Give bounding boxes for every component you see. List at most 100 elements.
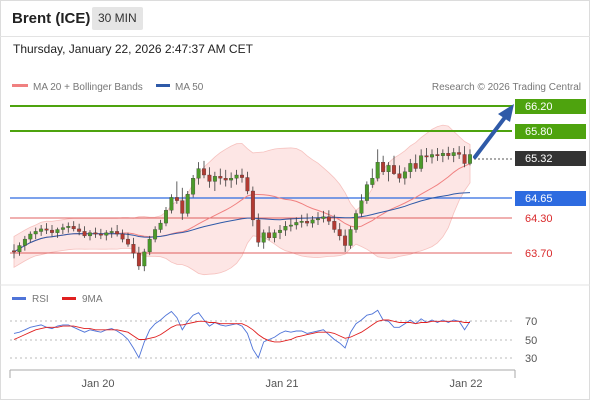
- rsi-axis: 70 50 30: [525, 316, 537, 365]
- candle: [115, 225, 120, 237]
- candle: [39, 225, 44, 236]
- candle-body: [402, 171, 407, 179]
- ma20-legend-swatch: [12, 84, 28, 87]
- candle-body: [158, 222, 163, 230]
- candle-body: [310, 219, 315, 224]
- candle-body: [212, 176, 217, 182]
- candle-body: [207, 174, 212, 182]
- candle: [294, 217, 299, 230]
- candle: [299, 214, 304, 228]
- candle: [272, 229, 277, 243]
- candle: [392, 155, 396, 175]
- ma50-legend-label: MA 50: [175, 82, 204, 93]
- candle-body: [451, 152, 456, 156]
- candle: [316, 212, 320, 226]
- candle-body: [202, 168, 206, 176]
- rsi-ma-legend-swatch: [62, 297, 76, 300]
- candle: [12, 244, 16, 259]
- candle-body: [316, 218, 320, 221]
- rsi-ma-legend-label: 9MA: [82, 294, 103, 305]
- candle-body: [343, 235, 348, 246]
- candle-body: [191, 178, 196, 195]
- candle: [153, 226, 158, 243]
- candle: [261, 229, 266, 249]
- level-lines: [10, 105, 512, 254]
- trend-arrow-shaft: [473, 114, 508, 159]
- candle: [283, 221, 288, 236]
- resistance2-tag: [515, 99, 586, 114]
- candle: [77, 223, 82, 236]
- candle: [234, 169, 239, 185]
- x-tick-jan20: Jan 20: [81, 378, 114, 390]
- rsi-legend: RSI 9MA: [12, 294, 103, 305]
- candle: [158, 219, 163, 233]
- candle: [142, 248, 147, 272]
- header-bar: Brent (ICE) 30 MIN: [0, 0, 590, 37]
- candle-body: [240, 174, 244, 178]
- x-axis: Jan 20 Jan 21 Jan 22: [9, 369, 516, 390]
- candle-body: [435, 154, 440, 156]
- candle: [250, 186, 255, 227]
- candle-body: [223, 178, 228, 181]
- candle: [93, 227, 98, 238]
- candle: [288, 218, 293, 232]
- candle-body: [88, 232, 92, 237]
- resistance1-label: 65.80: [525, 126, 553, 138]
- candle-body: [66, 226, 71, 228]
- candle: [305, 213, 310, 227]
- rsi-lines: [13, 309, 471, 359]
- candle: [364, 181, 369, 204]
- candle: [207, 167, 212, 188]
- candle-body: [267, 232, 272, 238]
- candle-body: [364, 184, 369, 201]
- candle-body: [22, 238, 27, 246]
- candle-body: [288, 224, 293, 227]
- candle: [126, 232, 130, 247]
- rsi-gridlines: [10, 320, 512, 359]
- candle-body: [397, 173, 402, 179]
- x-tick-jan22: Jan 22: [449, 378, 482, 390]
- candle-body: [131, 244, 136, 254]
- timeframe-badge[interactable]: 30 MIN: [92, 7, 143, 30]
- candle-body: [348, 229, 353, 246]
- credit-text: Research © 2026 Trading Central: [432, 82, 581, 93]
- pivot-tag: [515, 191, 586, 206]
- pivot-label: 64.65: [525, 193, 553, 205]
- candle: [348, 226, 353, 249]
- rsi-tick-70: 70: [525, 316, 537, 328]
- candle-body: [39, 228, 44, 232]
- candle-body: [332, 221, 337, 230]
- rsi-legend-label: RSI: [32, 294, 49, 305]
- candle: [375, 149, 380, 182]
- candle: [468, 149, 472, 166]
- candle-body: [174, 197, 179, 201]
- candle-body: [419, 155, 424, 169]
- candle: [430, 149, 434, 164]
- candle: [267, 226, 272, 241]
- ma50-legend-swatch: [156, 84, 170, 87]
- trend-arrow: [473, 104, 514, 159]
- candle-body: [245, 177, 250, 192]
- trend-arrow-head: [498, 104, 514, 122]
- candle-body: [33, 231, 38, 235]
- ma20-legend-label: MA 20 + Bollinger Bands: [33, 82, 143, 93]
- candle-body: [392, 165, 396, 174]
- candle-body: [283, 226, 288, 231]
- candle: [147, 235, 152, 256]
- support2-label: 63.70: [525, 248, 553, 260]
- candle: [310, 216, 315, 228]
- candle: [185, 191, 190, 217]
- candle: [71, 221, 76, 232]
- candle: [451, 148, 456, 163]
- candle: [136, 246, 141, 270]
- candle-body: [60, 227, 65, 230]
- candle: [164, 207, 168, 227]
- candle-body: [299, 221, 304, 223]
- candle: [386, 162, 391, 182]
- candle: [169, 194, 174, 214]
- candle-body: [71, 226, 76, 230]
- candle: [212, 171, 217, 192]
- candle: [256, 213, 261, 247]
- rsi-line: [13, 309, 471, 359]
